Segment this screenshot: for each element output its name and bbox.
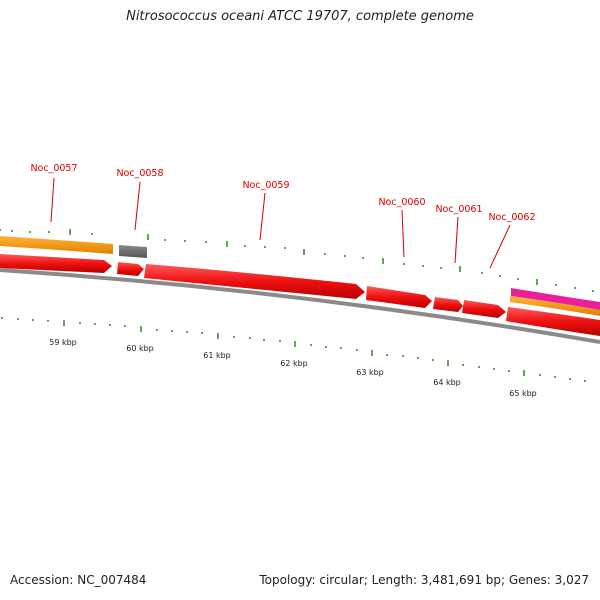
gene-label-noc0061[interactable]: Noc_0061	[435, 204, 482, 215]
feature-orange-left[interactable]	[0, 236, 113, 254]
gene-arrow-1[interactable]	[0, 254, 112, 273]
gene-noc0059[interactable]	[144, 264, 365, 299]
outer-tick-row	[0, 229, 594, 292]
gene-noc0058[interactable]	[117, 262, 144, 276]
scale-label-61: 61 kbp	[203, 351, 231, 360]
genome-backbone	[0, 268, 600, 344]
scale-label-59: 59 kbp	[49, 338, 77, 347]
feature-orange-right[interactable]	[510, 296, 600, 316]
gene-noc0061[interactable]	[433, 297, 463, 312]
gene-label-noc0057[interactable]: Noc_0057	[30, 163, 77, 174]
gene-label-noc0060[interactable]: Noc_0060	[378, 197, 425, 208]
map-title: Nitrosococcus oceani ATCC 19707, complet…	[126, 9, 474, 24]
feature-gray[interactable]	[119, 245, 147, 258]
scale-label-64: 64 kbp	[433, 378, 461, 387]
gene-label-noc0058[interactable]: Noc_0058	[116, 168, 163, 179]
gene-noc0060[interactable]	[366, 286, 432, 308]
label-leader-lines	[50, 177, 511, 269]
gene-arrow-right[interactable]	[506, 307, 600, 336]
genome-meta-text: Topology: circular; Length: 3,481,691 bp…	[259, 573, 589, 587]
gene-label-noc0062[interactable]: Noc_0062	[488, 212, 535, 223]
scale-label-62: 62 kbp	[280, 359, 308, 368]
scale-label-65: 65 kbp	[509, 389, 537, 398]
scale-label-60: 60 kbp	[126, 344, 154, 353]
gene-noc0062[interactable]	[462, 300, 506, 318]
gene-label-noc0059[interactable]: Noc_0059	[242, 180, 289, 191]
feature-magenta-right[interactable]	[511, 288, 600, 310]
scale-label-63: 63 kbp	[356, 368, 384, 377]
scale-tick-row	[1, 317, 586, 382]
accession-text: Accession: NC_007484	[10, 573, 147, 587]
